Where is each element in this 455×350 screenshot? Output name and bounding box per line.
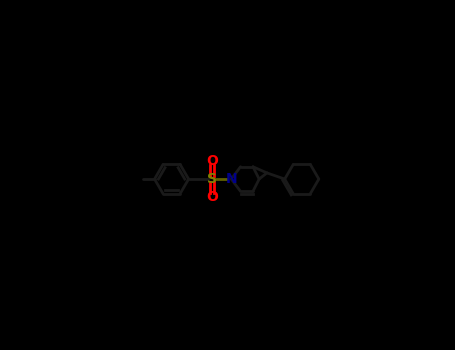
Text: O: O [206,190,218,204]
Text: S: S [207,172,217,186]
Text: O: O [206,154,218,168]
Text: N: N [225,172,237,186]
